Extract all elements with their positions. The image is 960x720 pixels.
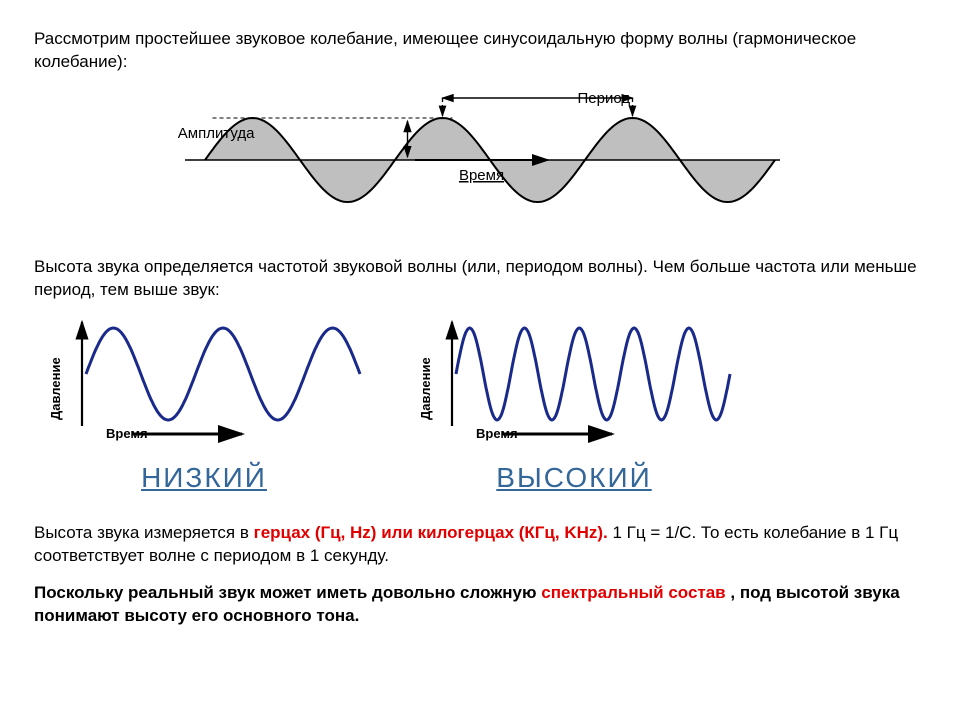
svg-text:Время: Время	[476, 426, 518, 441]
svg-text:Период: Период	[578, 90, 631, 107]
high-title: ВЫСОКИЙ	[414, 462, 734, 494]
low-sound-cell: Давление Время НИЗКИЙ	[44, 316, 364, 494]
svg-text:Время: Время	[459, 167, 504, 184]
units-prefix: Высота звука измеряется в	[34, 523, 254, 542]
spectral-paragraph: Поскольку реальный звук может иметь дово…	[34, 582, 926, 628]
units-highlight: герцах (Гц, Hz) или килогерцах (КГц, KHz…	[254, 523, 608, 542]
high-sound-cell: Давление Время ВЫСОКИЙ	[414, 316, 734, 494]
high-wave-svg: Давление Время	[414, 316, 734, 456]
spectral-prefix: Поскольку реальный звук может иметь дово…	[34, 583, 541, 602]
svg-text:Время: Время	[106, 426, 148, 441]
comparison-row: Давление Время НИЗКИЙ Давление Время ВЫСОК…	[44, 316, 926, 494]
intro-text: Рассмотрим простейшее звуковое колебание…	[34, 28, 926, 74]
svg-text:Давление: Давление	[48, 357, 63, 420]
units-paragraph: Высота звука измеряется в герцах (Гц, Hz…	[34, 522, 926, 568]
height-definition-text: Высота звука определяется частотой звуко…	[34, 256, 926, 302]
top-wave-svg: Период Амплитуда Время	[175, 88, 785, 238]
svg-text:Амплитуда: Амплитуда	[178, 125, 255, 142]
svg-text:Давление: Давление	[418, 357, 433, 420]
spectral-highlight: спектральный состав	[541, 583, 725, 602]
low-wave-svg: Давление Время	[44, 316, 364, 456]
top-wave-diagram: Период Амплитуда Время	[175, 88, 785, 238]
low-title: НИЗКИЙ	[44, 462, 364, 494]
